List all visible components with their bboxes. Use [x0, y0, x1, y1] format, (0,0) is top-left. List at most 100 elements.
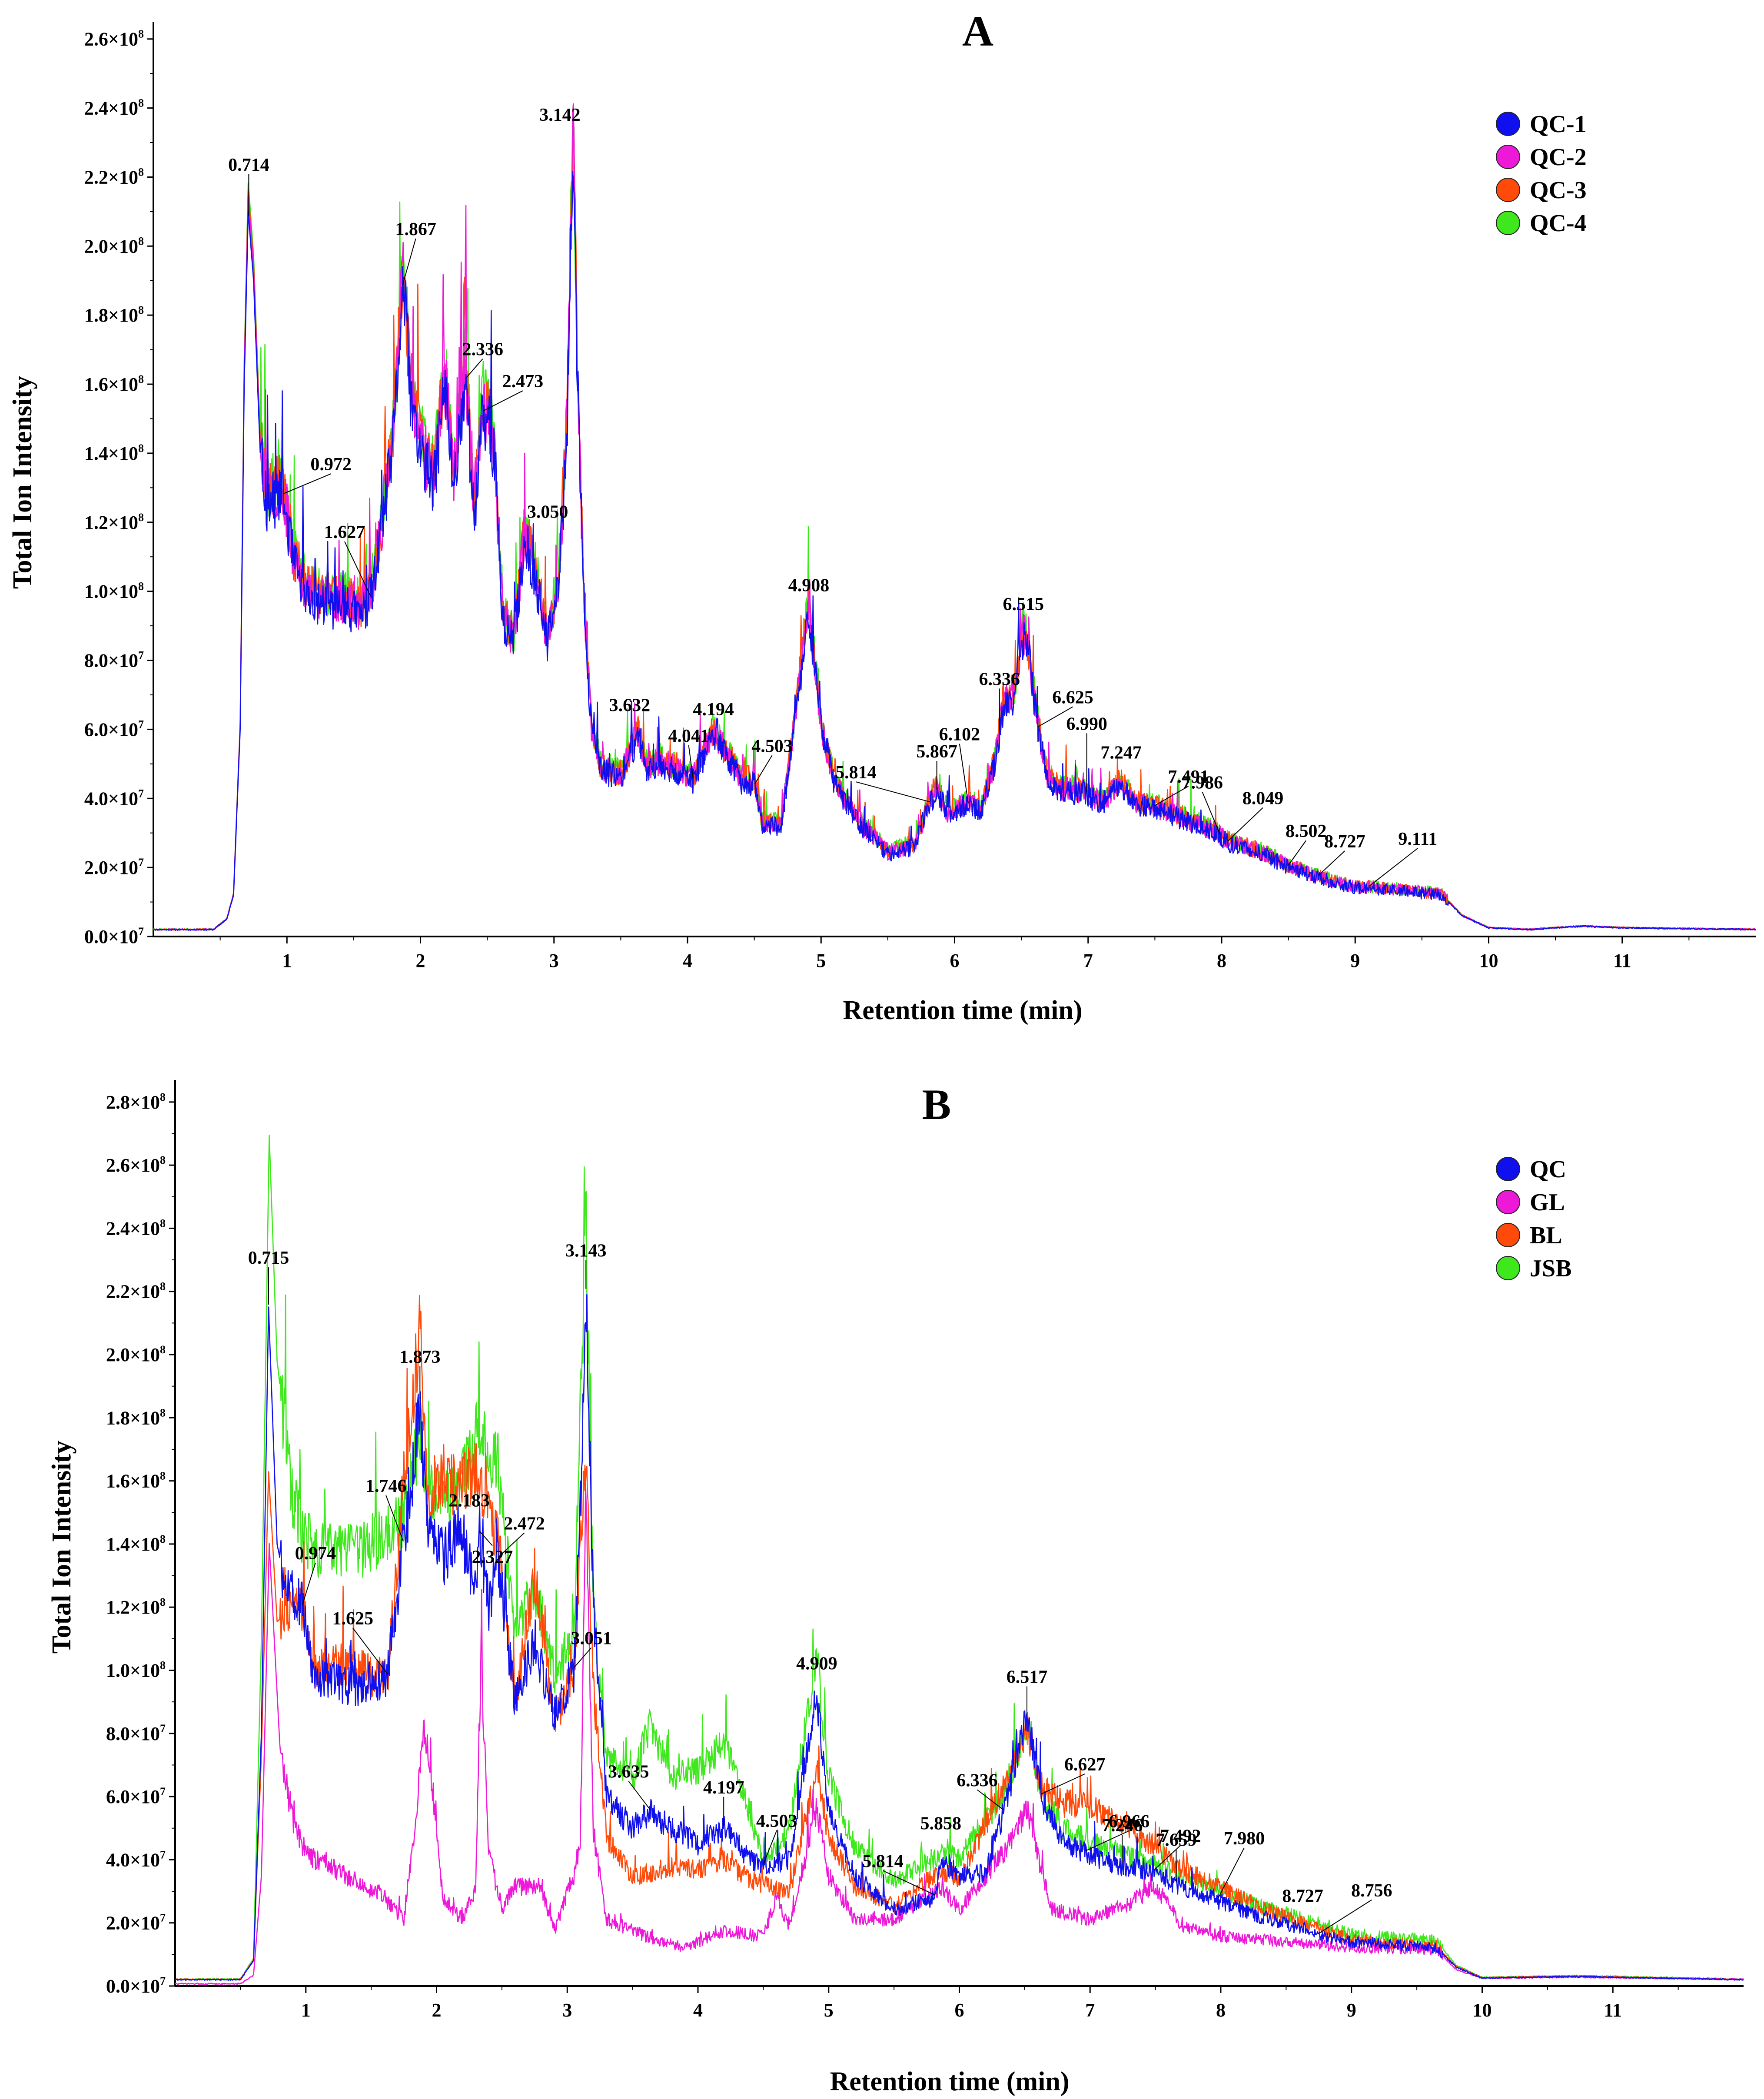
y-tick-label: 2.0×107	[106, 1912, 166, 1934]
y-tick-label: 1.8×108	[106, 1406, 166, 1428]
y-tick-label: 4.0×107	[106, 1848, 166, 1870]
panel-a-peak-annotations: 0.714 0.972 1.627 1.867 2.336 2.473 3.050 3.142…	[228, 105, 1437, 886]
panel-b-legend: QC GL BL JSB	[1496, 1156, 1572, 1282]
peak-leader-line	[1085, 1830, 1129, 1851]
peak-leader-line	[763, 1830, 777, 1864]
series-line-qc	[175, 1294, 1744, 1981]
legend-label: QC	[1530, 1156, 1566, 1183]
peak-label: 6.336	[979, 669, 1020, 689]
y-tick-label: 1.6×108	[84, 373, 144, 395]
x-tick-label: 3	[562, 1999, 572, 2021]
peak-label: 6.625	[1052, 687, 1093, 707]
peak-leader-line	[302, 1562, 316, 1605]
panel-b: B Total Ion Intensity Retention time (mi…	[47, 1080, 1744, 2096]
peak-label: 6.515	[1003, 594, 1044, 614]
panel-a-y-axis-title: Total Ion Intensity	[8, 376, 37, 589]
peak-label: 3.050	[527, 502, 568, 522]
peak-label: 0.974	[295, 1544, 336, 1564]
peak-label: 6.517	[1007, 1667, 1048, 1687]
peak-label: 1.873	[399, 1347, 441, 1367]
x-tick-label: 10	[1479, 950, 1498, 971]
peak-leader-line	[688, 745, 694, 778]
peak-label: 6.627	[1064, 1755, 1106, 1775]
peak-label: 9.111	[1398, 829, 1437, 849]
legend-label: BL	[1530, 1222, 1562, 1249]
panel-b-axes: 0.0×107 2.0×107 4.0×107 6.0×107 8.0×107 1.0×1…	[106, 1080, 1744, 2021]
peak-label: 2.472	[504, 1514, 545, 1534]
peak-label: 0.972	[310, 455, 352, 475]
peak-leader-line	[977, 1789, 1004, 1810]
x-tick-label: 2	[416, 950, 425, 971]
peak-label: 2.336	[462, 340, 503, 360]
series-line-jsb	[175, 1135, 1744, 1980]
peak-label: 4.909	[796, 1654, 837, 1674]
peak-label: 3.635	[608, 1762, 649, 1782]
y-tick-label: 2.0×108	[106, 1343, 166, 1365]
peak-leader-line	[1038, 706, 1073, 727]
peak-leader-line	[628, 1780, 651, 1810]
peak-label: 3.143	[565, 1241, 607, 1261]
x-tick-label: 2	[432, 1999, 442, 2021]
x-tick-label: 11	[1613, 950, 1631, 971]
peak-label: 8.727	[1282, 1886, 1323, 1906]
peak-leader-line	[1369, 848, 1418, 886]
series-line-qc-1	[153, 171, 1756, 931]
legend-label: QC-3	[1530, 177, 1587, 204]
y-tick-label: 1.4×108	[106, 1533, 166, 1555]
series-line-qc-3	[153, 114, 1756, 931]
x-tick-label: 9	[1347, 1999, 1356, 2021]
peak-leader-line	[402, 238, 416, 285]
panel-b-peak-annotations: 0.715 0.974 1.625 1.746 1.873 2.183 2.472 2.327…	[248, 1241, 1392, 1933]
legend-marker	[1496, 211, 1520, 235]
panel-b-y-axis-title: Total Ion Intensity	[47, 1441, 76, 1654]
peak-label: 8.727	[1324, 832, 1365, 852]
y-tick-label: 1.0×108	[84, 580, 144, 602]
x-tick-label: 5	[824, 1999, 834, 2021]
y-tick-label: 8.0×107	[106, 1722, 166, 1744]
peak-label: 7.246	[1102, 1816, 1143, 1836]
peak-label: 4.503	[756, 1811, 797, 1831]
x-tick-label: 8	[1216, 1999, 1226, 2021]
y-tick-label: 0.0×107	[84, 925, 144, 947]
y-tick-label: 2.0×107	[84, 856, 144, 878]
x-tick-label: 11	[1604, 1999, 1622, 2021]
legend-marker	[1496, 112, 1520, 136]
peak-leader-line	[385, 1495, 404, 1542]
y-tick-label: 2.2×108	[84, 166, 144, 188]
y-tick-label: 2.2×108	[106, 1280, 166, 1302]
y-tick-label: 1.6×108	[106, 1470, 166, 1492]
legend-marker	[1496, 1157, 1520, 1181]
peak-label: 8.049	[1242, 789, 1284, 809]
legend-marker	[1496, 1190, 1520, 1214]
peak-leader-line	[465, 359, 483, 379]
legend-label: QC-4	[1530, 210, 1587, 237]
peak-label: 4.503	[751, 736, 793, 756]
x-tick-label: 8	[1217, 950, 1226, 971]
peak-label: 7.986	[1182, 773, 1223, 793]
peak-leader-line	[1041, 1774, 1085, 1795]
peak-label: 2.183	[448, 1491, 490, 1511]
peak-label: 1.627	[324, 522, 365, 542]
peak-label: 7.492	[1160, 1826, 1201, 1846]
peak-label: 2.327	[472, 1548, 513, 1568]
peak-label: 5.867	[916, 742, 957, 762]
peak-leader-line	[1288, 840, 1307, 865]
peak-label: 7.491	[1168, 767, 1209, 787]
peak-label: 1.746	[365, 1476, 407, 1496]
x-tick-label: 4	[693, 1999, 703, 2021]
peak-leader-line	[959, 744, 969, 803]
peak-label: 2.473	[502, 372, 544, 392]
peak-leader-line	[1319, 1899, 1372, 1933]
peak-label: 3.632	[609, 696, 651, 716]
peak-leader-line	[479, 1530, 493, 1546]
peak-leader-line	[1153, 786, 1189, 807]
panel-a-axes: 0.0×107 2.0×107 4.0×107 6.0×107 8.0×107 1.0×1…	[84, 22, 1756, 971]
peak-leader-line	[754, 755, 773, 784]
peak-label: 8.756	[1351, 1881, 1392, 1901]
peak-leader-line	[573, 1647, 592, 1668]
y-tick-label: 6.0×107	[84, 718, 144, 740]
panel-b-plot-area	[175, 1135, 1744, 1985]
x-tick-label: 1	[282, 950, 292, 971]
legend-label: GL	[1530, 1189, 1565, 1216]
y-tick-label: 1.8×108	[84, 304, 144, 326]
